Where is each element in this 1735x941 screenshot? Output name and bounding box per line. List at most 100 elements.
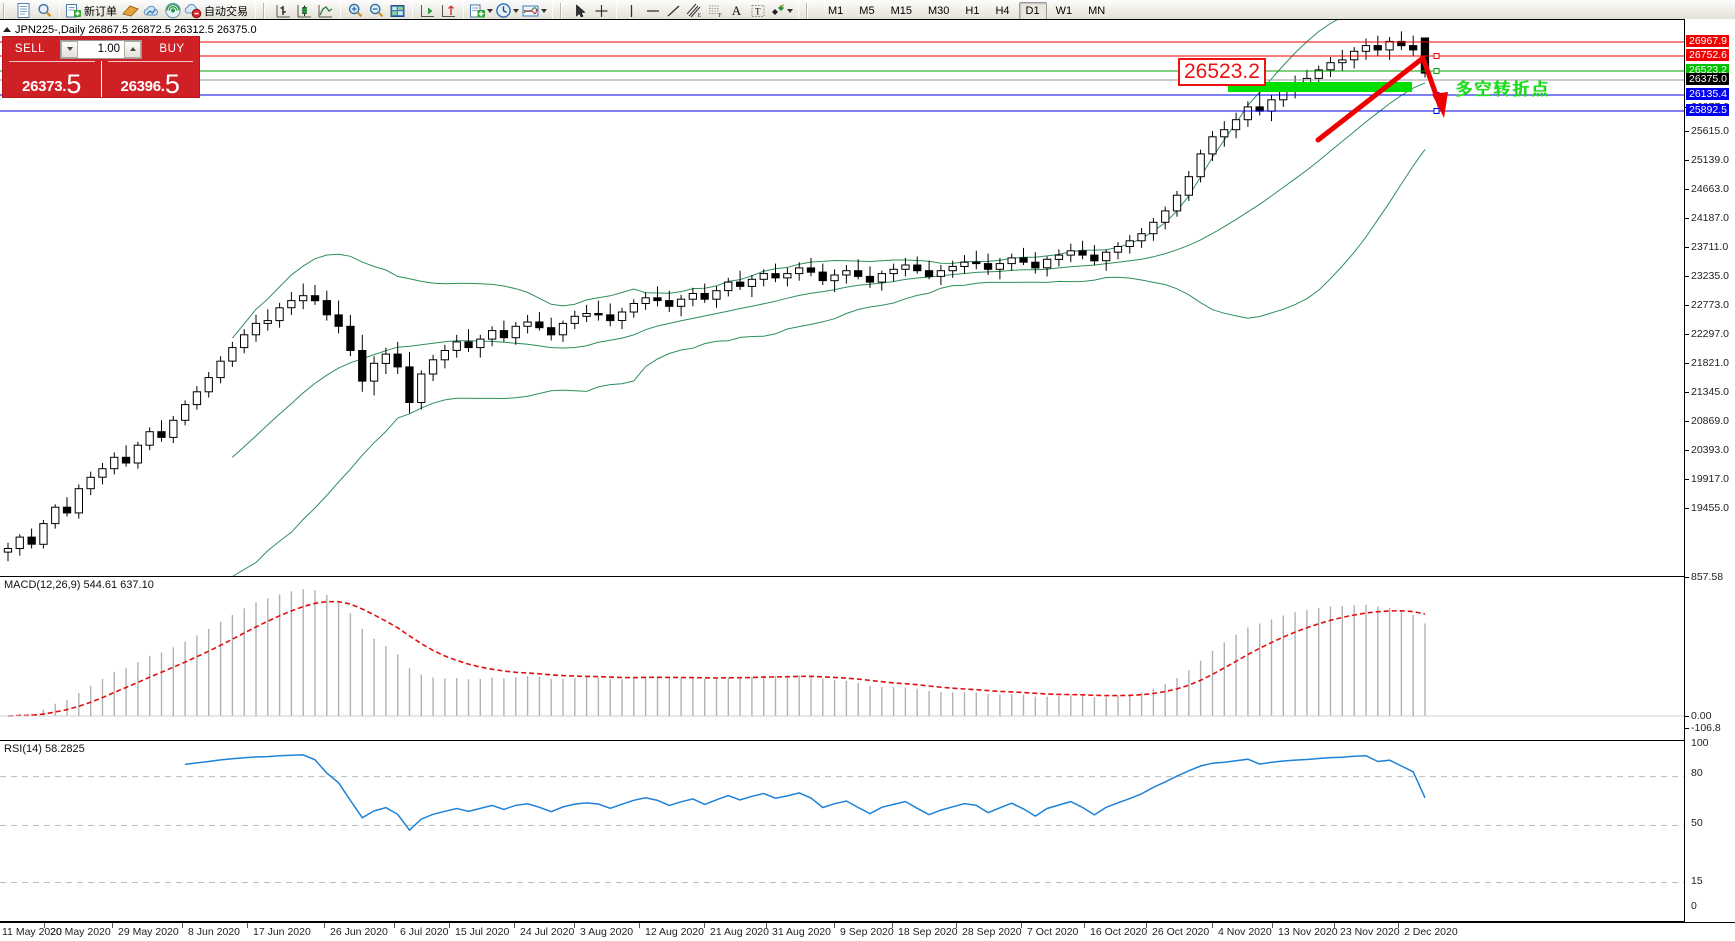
timeframe-m5[interactable]: M5	[859, 4, 875, 17]
date-separator	[112, 923, 113, 928]
date-separator	[247, 923, 248, 928]
trendline-icon[interactable]	[663, 1, 684, 21]
search-icon[interactable]	[34, 1, 55, 21]
candle-body	[594, 313, 603, 316]
rsi-pane[interactable]: RSI(14) 58.2825	[0, 740, 1684, 922]
toolbar-grip-4[interactable]	[806, 2, 813, 19]
horizontal-line-icon[interactable]	[642, 1, 663, 21]
candle-body	[901, 264, 910, 270]
signals-icon[interactable]	[162, 1, 183, 21]
vertical-line-icon[interactable]	[621, 1, 642, 21]
timeframe-m1[interactable]: M1	[828, 4, 844, 17]
price-level-label[interactable]: 26375.0	[1686, 73, 1729, 85]
price-level-label[interactable]: 26967.9	[1686, 35, 1729, 47]
timeframe-h4[interactable]: H4	[995, 4, 1010, 17]
arrows-icon[interactable]	[768, 1, 794, 21]
timeframe-d1[interactable]: D1	[1018, 1, 1047, 20]
time-scale[interactable]: 11 May 2020 20 May 2020 29 May 2020 8 Jun 2…	[0, 922, 1735, 941]
toolbar-grip-2[interactable]	[263, 2, 270, 19]
candle-body	[1231, 119, 1241, 131]
equidistant-channel-icon[interactable]: E	[684, 1, 705, 21]
chevron-down-icon-2[interactable]	[513, 8, 519, 13]
candle-body	[3, 548, 13, 553]
price-pane[interactable]	[0, 19, 1684, 577]
price-level-label[interactable]: 26752.6	[1686, 49, 1729, 61]
candle-body	[1385, 40, 1394, 51]
rsi-tick-label: 100	[1691, 737, 1709, 749]
toolbar-separator	[59, 1, 60, 20]
candle-body	[854, 270, 863, 277]
candle-body	[1196, 153, 1205, 178]
volume-input[interactable]: 1.00	[97, 42, 120, 55]
data-window-icon[interactable]	[387, 1, 408, 21]
text-label-icon[interactable]: T	[747, 1, 768, 21]
candle-body	[405, 366, 414, 403]
price-level-label[interactable]: 25892.5	[1686, 104, 1729, 116]
date-separator	[956, 923, 957, 928]
candle-body	[924, 270, 934, 277]
periodicity-icon[interactable]	[494, 1, 520, 21]
candle-body	[1220, 129, 1229, 138]
autotrading-button[interactable]: 自动交易	[183, 1, 251, 21]
price-tick	[1685, 160, 1689, 161]
date-separator	[1272, 923, 1273, 928]
candle-body	[1149, 221, 1158, 235]
date-label: 21 Aug 2020	[710, 926, 769, 938]
toolbar-grip[interactable]	[3, 2, 10, 19]
bollinger-band-middle	[232, 82, 1426, 458]
auto-scroll-icon[interactable]	[417, 1, 438, 21]
buy-button[interactable]: 26396 . 5	[102, 61, 200, 98]
cursor-icon[interactable]	[570, 1, 591, 21]
indicators-icon[interactable]	[141, 1, 162, 21]
chart-shift-icon[interactable]	[438, 1, 459, 21]
annotation-chinese-note[interactable]: 多空转折点	[1455, 80, 1550, 99]
price-scale[interactable]: 26877.025615.025139.024663.024187.023711…	[1684, 19, 1735, 922]
collapse-triangle-icon[interactable]	[3, 27, 11, 32]
new-chart-icon[interactable]	[13, 1, 34, 21]
candle-body	[511, 325, 520, 339]
one-click-trading-panel[interactable]: SELL 1.00 BUY 26373 . 5 26396 . 5	[2, 36, 200, 98]
crosshair-icon[interactable]	[591, 1, 612, 21]
timeframe-m30[interactable]: M30	[927, 4, 950, 17]
add-indicator-icon[interactable]	[468, 1, 494, 21]
annotation-price-box[interactable]: 26523.2	[1178, 58, 1266, 86]
bar-chart-icon[interactable]	[273, 1, 294, 21]
chevron-down-icon-3[interactable]	[541, 8, 547, 13]
candle-body	[322, 300, 332, 316]
timeframe-mn[interactable]: MN	[1088, 4, 1106, 17]
oct-header: SELL 1.00 BUY	[3, 37, 199, 61]
toolbar-grip-3[interactable]	[560, 2, 567, 19]
zoom-in-icon[interactable]	[345, 1, 366, 21]
candlestick-chart-icon[interactable]	[294, 1, 315, 21]
price-tick	[1685, 479, 1689, 480]
candle-body	[1102, 251, 1111, 262]
candle-body	[570, 315, 579, 324]
timeframe-w1[interactable]: W1	[1055, 4, 1073, 17]
date-label: 18 Sep 2020	[898, 926, 958, 938]
chart-title-text: JPN225-,Daily 26867.5 26872.5 26312.5 26…	[15, 23, 257, 36]
sell-price-fraction: 5	[66, 69, 82, 99]
volume-increase-button[interactable]	[124, 40, 141, 58]
candle-body	[417, 373, 426, 403]
price-level-label[interactable]: 26135.4	[1686, 88, 1729, 100]
line-chart-icon[interactable]	[315, 1, 336, 21]
candle-body	[1208, 136, 1217, 155]
zoom-out-icon[interactable]	[366, 1, 387, 21]
macd-pane[interactable]: MACD(12,26,9) 544.61 637.10	[0, 576, 1684, 740]
buy-label: BUY	[159, 43, 185, 55]
candle-body	[1031, 261, 1040, 269]
expert-advisors-icon[interactable]	[120, 1, 141, 21]
chevron-down-icon-4[interactable]	[787, 8, 793, 13]
rsi-tick-label: 50	[1691, 817, 1703, 829]
new-order-button[interactable]: 新订单	[64, 1, 120, 21]
sell-button[interactable]: 26373 . 5	[3, 61, 102, 99]
timeframe-h1[interactable]: H1	[965, 4, 980, 17]
volume-stepper[interactable]: 1.00	[60, 39, 142, 59]
volume-decrease-button[interactable]	[61, 40, 78, 58]
candle-body	[299, 295, 308, 302]
text-icon[interactable]: A	[731, 2, 742, 18]
chevron-down-icon[interactable]	[487, 8, 493, 13]
fibonacci-icon[interactable]: F	[705, 1, 726, 21]
templates-icon[interactable]	[520, 1, 548, 21]
timeframe-m15[interactable]: M15	[890, 4, 912, 17]
